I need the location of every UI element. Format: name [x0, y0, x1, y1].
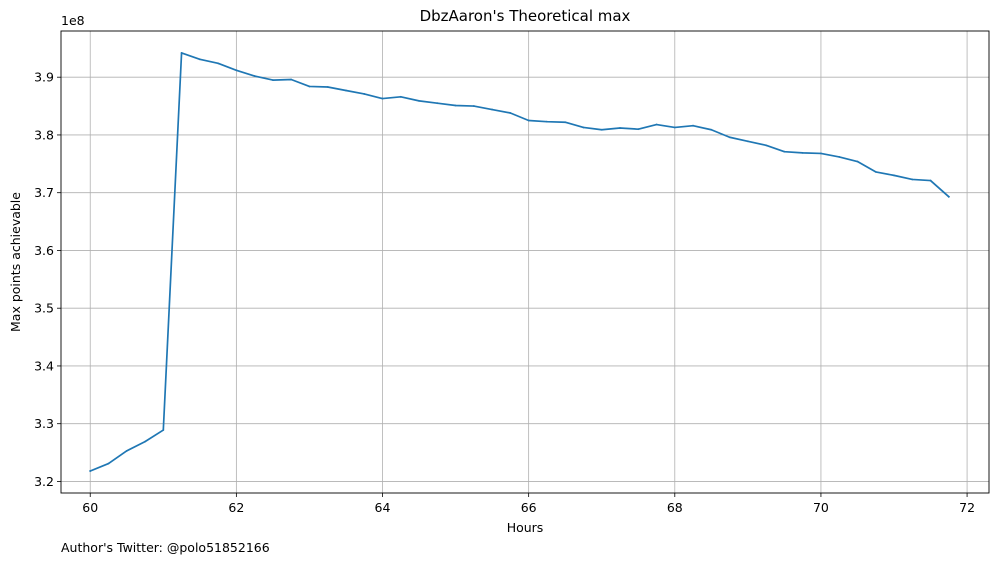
data-point: [217, 62, 220, 65]
y-tick-label: 3.2: [34, 474, 54, 489]
y-axis-label: Max points achievable: [8, 192, 23, 332]
data-point: [472, 105, 475, 107]
data-point: [381, 97, 384, 100]
data-point: [728, 136, 731, 139]
data-point: [253, 75, 256, 77]
data-point: [673, 126, 676, 129]
data-point: [856, 160, 859, 163]
x-tick-label: 64: [375, 500, 391, 515]
data-point: [710, 128, 713, 131]
data-point: [619, 127, 621, 129]
data-point: [491, 108, 494, 111]
x-tick-label: 68: [667, 500, 683, 515]
data-point: [272, 79, 274, 81]
data-point: [235, 69, 238, 72]
data-point: [162, 429, 165, 431]
y-tick-label: 3.8: [34, 127, 54, 142]
data-point: [893, 174, 895, 177]
data-point: [783, 150, 786, 153]
data-point: [692, 124, 694, 127]
y-axis-multiplier: 1e8: [61, 13, 85, 28]
x-axis-label: Hours: [507, 520, 544, 535]
y-tick-label: 3.4: [34, 358, 54, 373]
x-tick-label: 60: [82, 500, 98, 515]
data-point: [308, 85, 311, 88]
data-point: [180, 52, 183, 54]
chart-title: DbzAaron's Theoretical max: [420, 7, 631, 25]
data-point: [527, 119, 530, 122]
y-tick-label: 3.7: [34, 185, 54, 200]
data-point: [326, 86, 329, 88]
data-point: [820, 152, 822, 155]
data-point: [546, 120, 548, 123]
x-tick-label: 70: [813, 500, 829, 515]
y-tick-label: 3.3: [34, 416, 54, 431]
data-point: [509, 112, 512, 114]
data-point: [107, 462, 110, 465]
series-line: [89, 52, 951, 473]
data-point: [198, 58, 201, 61]
data-point: [765, 144, 768, 147]
x-tick-label: 72: [959, 500, 975, 515]
plot-frame: [60, 30, 990, 494]
data-point: [144, 440, 146, 443]
data-point: [399, 95, 402, 98]
data-point: [564, 121, 567, 124]
y-tick-label: 3.5: [34, 301, 54, 316]
data-point: [436, 102, 439, 105]
data-point: [290, 78, 293, 81]
x-tick-label: 62: [228, 500, 244, 515]
data-point: [345, 89, 347, 92]
x-axis-ticks: 60 62 64 66 68 70 72: [82, 493, 975, 515]
grid: [61, 31, 989, 493]
data-point: [363, 93, 366, 95]
author-twitter-note: Author's Twitter: @polo51852166: [61, 540, 270, 555]
data-point: [746, 140, 749, 143]
data-point: [874, 171, 877, 173]
data-point: [89, 470, 92, 472]
data-point: [582, 126, 585, 129]
data-point: [929, 179, 932, 182]
data-point: [418, 99, 420, 102]
data-point: [911, 178, 914, 181]
data-point: [655, 123, 658, 126]
series-line-group: [89, 52, 951, 473]
data-point: [838, 156, 841, 158]
data-point: [454, 104, 457, 107]
x-tick-label: 66: [521, 500, 537, 515]
data-point: [125, 449, 128, 452]
data-point: [947, 195, 950, 198]
y-tick-label: 3.6: [34, 243, 54, 258]
y-tick-label: 3.9: [34, 70, 54, 85]
data-point: [801, 151, 804, 154]
data-point: [637, 128, 640, 131]
data-point: [600, 128, 603, 131]
y-axis-ticks: 3.2 3.3 3.4 3.5 3.6 3.7 3.8 3.9: [34, 70, 61, 489]
